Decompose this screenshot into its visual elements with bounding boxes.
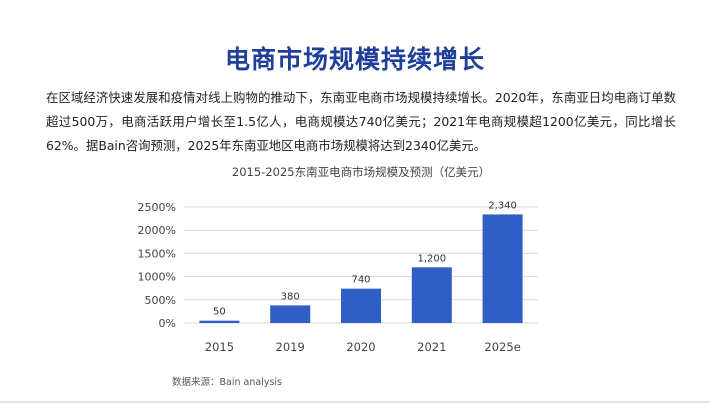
data-source-note: 数据来源：Bain analysis	[172, 377, 282, 388]
y-tick-label: 1000%	[138, 271, 176, 284]
data-label: 2,340	[488, 200, 517, 211]
data-label: 740	[351, 275, 370, 286]
x-tick-label: 2025e	[484, 340, 520, 354]
x-tick-label: 2019	[276, 340, 305, 354]
y-tick-label: 2500%	[138, 201, 176, 214]
data-label: 380	[281, 291, 300, 302]
x-tick-label: 2015	[205, 340, 234, 354]
bottom-divider	[0, 401, 710, 403]
bar	[270, 305, 311, 323]
data-label: 50	[213, 307, 226, 318]
bar	[411, 267, 452, 323]
x-tick-label: 2020	[346, 340, 375, 354]
x-tick-label: 2021	[417, 340, 446, 354]
bar	[482, 214, 523, 323]
intro-paragraph: 在区域经济快速发展和疫情对线上购物的推动下，东南亚电商市场规模持续增长。2020…	[46, 90, 676, 153]
chart-title: 2015-2025东南亚电商市场规模及预测（亿美元）	[232, 165, 490, 179]
page-title: 电商市场规模持续增长	[224, 45, 485, 74]
y-tick-label: 2000%	[138, 224, 176, 237]
data-label: 1,200	[417, 253, 446, 264]
bar	[341, 288, 381, 323]
y-tick-label: 500%	[145, 294, 176, 307]
y-tick-label: 0%	[159, 317, 176, 330]
y-tick-label: 1500%	[138, 247, 176, 260]
bar	[199, 320, 240, 323]
